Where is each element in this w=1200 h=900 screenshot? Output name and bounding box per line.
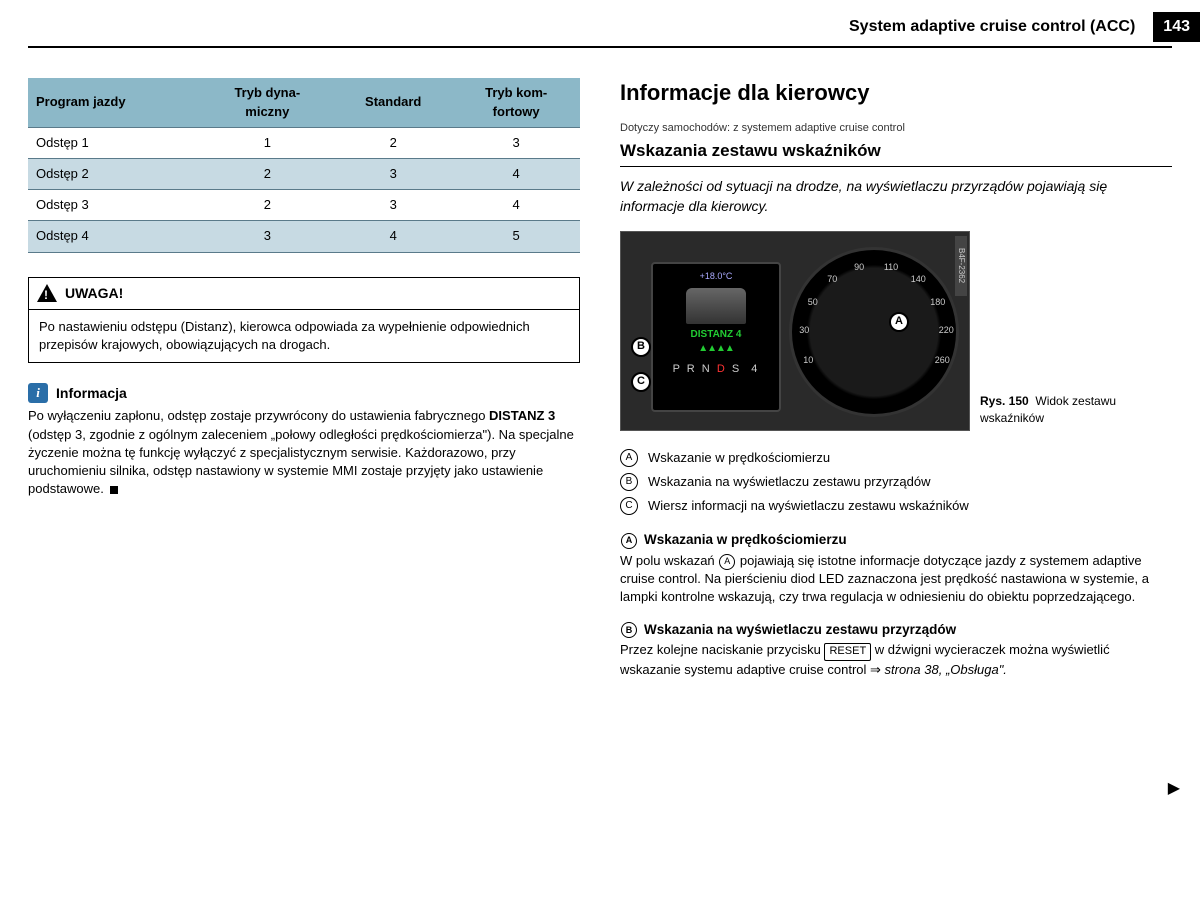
- speedo-tick: 260: [935, 354, 950, 367]
- table-cell: 3: [201, 221, 335, 252]
- speedo-tick: 30: [799, 324, 809, 337]
- reset-button-label: RESET: [824, 643, 871, 660]
- mark-b-icon: B: [621, 622, 637, 638]
- warning-title: UWAGA!: [65, 284, 123, 304]
- table-cell: 3: [334, 190, 452, 221]
- table-row: Odstęp 2234: [28, 158, 580, 189]
- section-b-text: Przez kolejne naciskanie przycisku RESET…: [620, 641, 1172, 679]
- table-header: Standard: [334, 78, 452, 127]
- speedo-tick: 10: [803, 354, 813, 367]
- dash-temp: +18.0°C: [653, 264, 779, 283]
- speedometer: 10 30 50 70 90 110 140 180 220 260: [789, 247, 959, 417]
- table-cell: 2: [201, 190, 335, 221]
- legend-text: Wskazanie w prędkościomierzu: [648, 449, 830, 467]
- section-a-pre: W polu wskazań: [620, 553, 718, 568]
- mark-a-inline-icon: A: [719, 554, 735, 570]
- table-cell: 4: [452, 158, 580, 189]
- table-header: Tryb kom- fortowy: [452, 78, 580, 127]
- callout-a: A: [889, 312, 909, 332]
- legend-text: Wiersz informacji na wyświetlaczu zestaw…: [648, 497, 969, 515]
- legend-list: A Wskazanie w prędkościomierzu B Wskazania …: [620, 449, 1172, 516]
- dash-gear-row: P R N D S 4: [653, 362, 779, 377]
- speedo-tick: 220: [939, 324, 954, 337]
- info-text-bold: DISTANZ 3: [489, 408, 555, 423]
- legend-mark-icon: A: [620, 449, 638, 467]
- section-b-pre: Przez kolejne naciskanie przycisku: [620, 642, 824, 657]
- section-a-heading: A Wskazania w prędkościomierzu: [620, 531, 1172, 550]
- section-a-title: Wskazania w prędkościomierzu: [644, 531, 847, 550]
- legend-mark-icon: B: [620, 473, 638, 491]
- driving-program-table: Program jazdyTryb dyna- micznyStandardTr…: [28, 78, 580, 252]
- legend-text: Wskazania na wyświetlaczu zestawu przyrz…: [648, 473, 931, 491]
- end-of-section-icon: [110, 486, 118, 494]
- mark-a-icon: A: [621, 533, 637, 549]
- warning-body: Po nastawieniu odstępu (Distanz), kierow…: [29, 310, 579, 362]
- legend-item: C Wiersz informacji na wyświetlaczu zesta…: [620, 497, 1172, 515]
- right-column: Informacje dla kierowcy Dotyczy samochod…: [620, 78, 1172, 693]
- figure-caption-label: Rys. 150: [980, 394, 1029, 408]
- table-cell-label: Odstęp 1: [28, 127, 201, 158]
- dash-center-display: +18.0°C DISTANZ 4 ▲▲▲▲ P R N D S 4: [651, 262, 781, 412]
- page-header: System adaptive cruise control (ACC) 143: [28, 12, 1172, 48]
- table-cell: 3: [452, 127, 580, 158]
- info-text-pre: Po wyłączeniu zapłonu, odstęp zostaje pr…: [28, 408, 489, 423]
- callout-c: C: [631, 372, 651, 392]
- dash-arrows-icon: ▲▲▲▲: [653, 342, 779, 356]
- figure-code: B4F-2362: [955, 236, 967, 296]
- table-cell-label: Odstęp 2: [28, 158, 201, 189]
- subsection-title: Wskazania zestawu wskaźników: [620, 139, 1172, 168]
- table-cell-label: Odstęp 4: [28, 221, 201, 252]
- speedo-tick: 110: [884, 261, 898, 274]
- info-body: Po wyłączeniu zapłonu, odstęp zostaje pr…: [28, 407, 580, 498]
- speedo-tick: 180: [930, 296, 945, 309]
- continue-arrow-icon: ▶: [1168, 778, 1180, 800]
- header-title: System adaptive cruise control (ACC): [849, 16, 1135, 38]
- table-header: Program jazdy: [28, 78, 201, 127]
- intro-text: W zależności od sytuacji na drodze, na w…: [620, 177, 1172, 216]
- info-block: i Informacja Po wyłączeniu zapłonu, odst…: [28, 383, 580, 498]
- section-b-title: Wskazania na wyświetlaczu zestawu przyrz…: [644, 621, 956, 640]
- table-cell: 2: [334, 127, 452, 158]
- page-number: 143: [1153, 12, 1200, 42]
- table-cell: 5: [452, 221, 580, 252]
- warning-box: UWAGA! Po nastawieniu odstępu (Distanz),…: [28, 277, 580, 364]
- legend-item: A Wskazanie w prędkościomierzu: [620, 449, 1172, 467]
- table-cell: 1: [201, 127, 335, 158]
- speedo-tick: 50: [808, 296, 818, 309]
- info-title: Informacja: [56, 384, 127, 404]
- warning-triangle-icon: [37, 284, 57, 302]
- applies-to-text: Dotyczy samochodów: z systemem adaptive …: [620, 121, 1172, 136]
- speedo-tick: 90: [854, 261, 864, 274]
- dash-distance-label: DISTANZ 4: [653, 328, 779, 342]
- section-b-ref: strona 38, „Obsługa".: [885, 662, 1007, 677]
- table-cell: 4: [452, 190, 580, 221]
- table-cell-label: Odstęp 3: [28, 190, 201, 221]
- legend-item: B Wskazania na wyświetlaczu zestawu przyr…: [620, 473, 1172, 491]
- figure-dashboard: B4F-2362 +18.0°C DISTANZ 4 ▲▲▲▲ P R N D …: [620, 231, 970, 431]
- left-column: Program jazdyTryb dyna- micznyStandardTr…: [28, 78, 580, 693]
- legend-mark-icon: C: [620, 497, 638, 515]
- section-a-text: W polu wskazań A pojawiają się istotne i…: [620, 552, 1172, 607]
- section-title: Informacje dla kierowcy: [620, 78, 1172, 109]
- figure-caption: Rys. 150 Widok zestawu wskaźników: [980, 393, 1172, 431]
- table-row: Odstęp 3234: [28, 190, 580, 221]
- callout-b: B: [631, 337, 651, 357]
- table-row: Odstęp 1123: [28, 127, 580, 158]
- info-icon: i: [28, 383, 48, 403]
- table-cell: 3: [334, 158, 452, 189]
- table-header: Tryb dyna- miczny: [201, 78, 335, 127]
- speedo-tick: 140: [911, 273, 926, 286]
- speedo-tick: 70: [827, 273, 837, 286]
- table-cell: 4: [334, 221, 452, 252]
- table-cell: 2: [201, 158, 335, 189]
- table-row: Odstęp 4345: [28, 221, 580, 252]
- dash-car-icon: [686, 288, 746, 324]
- section-b-heading: B Wskazania na wyświetlaczu zestawu przy…: [620, 621, 1172, 640]
